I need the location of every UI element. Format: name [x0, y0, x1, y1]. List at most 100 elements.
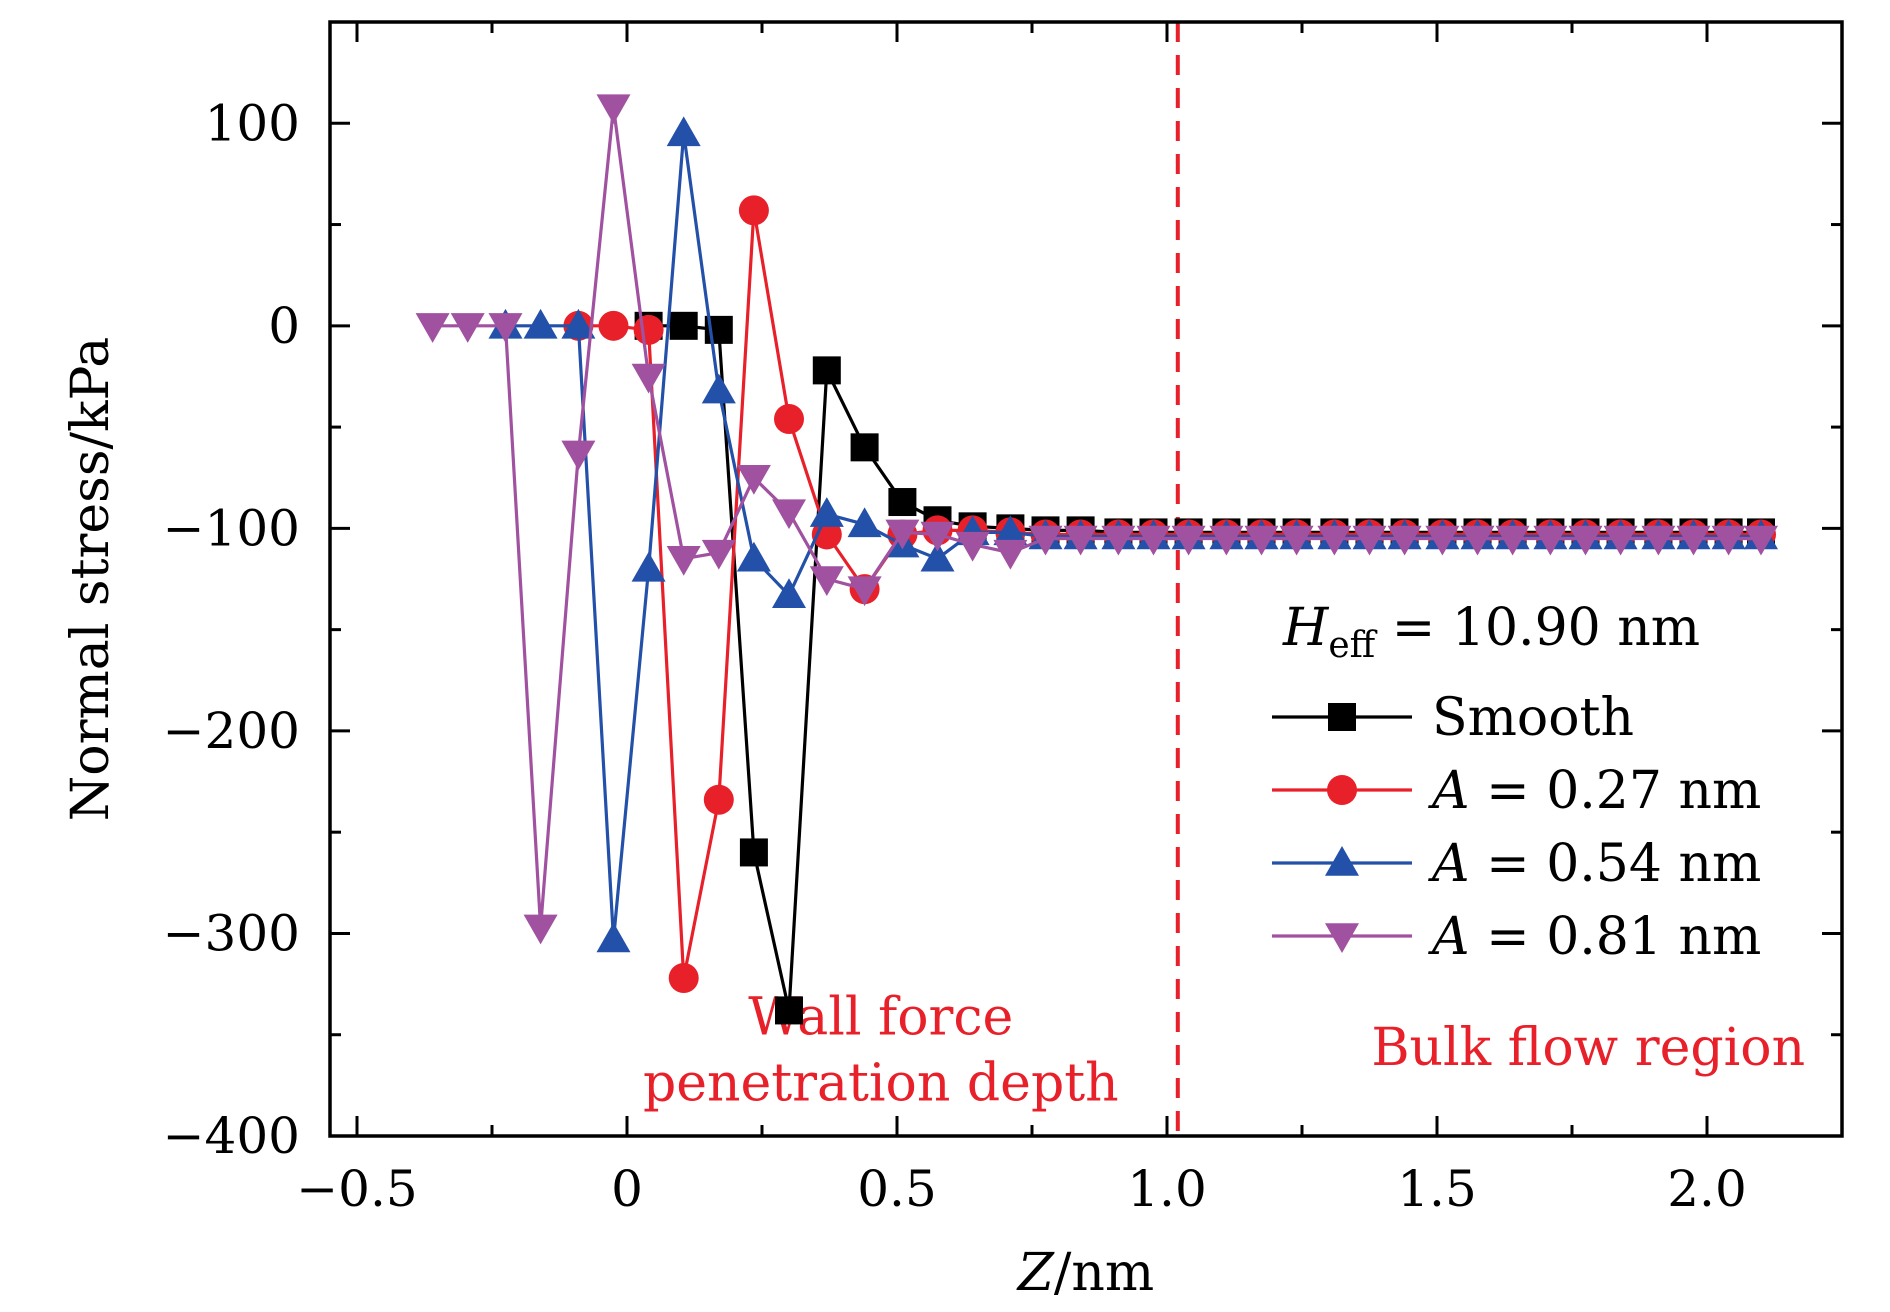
legend-label-text: Smooth: [1432, 688, 1634, 748]
series-0-point-7: [888, 488, 917, 517]
annotation-1-line-0: Bulk flow region: [1371, 1018, 1805, 1078]
series-1-point-1: [598, 310, 629, 341]
annotation-0-line-1: penetration depth: [643, 1054, 1119, 1114]
series-3-point-9: [736, 464, 771, 495]
series-3: [415, 94, 1778, 945]
series-2-point-6: [701, 373, 736, 404]
legend-title: Heff = 10.90 nm: [1282, 598, 1700, 666]
series-3-point-10: [772, 499, 806, 530]
series-3-point-30: [1495, 525, 1530, 556]
legend-label: Smooth: [1432, 688, 1634, 748]
series-3-point-28: [1425, 525, 1460, 556]
series-3-point-33: [1603, 525, 1638, 556]
series-3-point-12: [847, 576, 882, 607]
legend-entry-0: Smooth: [1272, 688, 1634, 748]
series-0-point-1: [669, 311, 698, 340]
series-3-point-18: [1063, 525, 1098, 556]
series-3-point-35: [1676, 525, 1711, 556]
series-3-point-36: [1711, 525, 1746, 556]
legend-label-text: = 0.27 nm: [1470, 761, 1762, 821]
legend-label: A = 0.81 nm: [1428, 907, 1761, 967]
legend-entry-2: A = 0.54 nm: [1272, 834, 1761, 894]
x-tick-label: 1.0: [1127, 1160, 1207, 1218]
series-2-point-9: [809, 497, 844, 527]
series-3-point-17: [1028, 525, 1063, 556]
x-tick-label: 1.5: [1397, 1160, 1477, 1218]
y-tick-label: −400: [163, 1107, 300, 1165]
series-3-point-24: [1279, 525, 1314, 556]
series-3-point-21: [1171, 525, 1206, 556]
legend-marker: [1328, 703, 1356, 731]
y-tick-label: −200: [163, 702, 300, 760]
legend-title-subscript: eff: [1328, 625, 1377, 666]
series-2-point-12: [920, 541, 955, 572]
series-3-point-7: [666, 545, 701, 576]
series-2-point-8: [772, 578, 806, 608]
x-axis-title: Z/nm: [1016, 1243, 1154, 1303]
series-3-point-15: [955, 531, 990, 562]
series-1-line: [578, 208, 1761, 980]
x-tick-label: 2.0: [1667, 1160, 1747, 1218]
legend-label-text: = 0.54 nm: [1470, 834, 1762, 894]
axes-frame: [328, 20, 1844, 1138]
series-3-point-20: [1136, 525, 1171, 556]
x-tick-label: 0.5: [857, 1160, 937, 1218]
legend-title-value: = 10.90 nm: [1375, 598, 1700, 658]
legend-entry-3: A = 0.81 nm: [1272, 907, 1761, 967]
series-3-point-14: [920, 521, 955, 552]
series-3-point-1: [450, 313, 485, 343]
plot-frame: [328, 20, 1844, 1138]
legend-label-text: = 0.81 nm: [1470, 907, 1762, 967]
y-axis-title: Normal stress/kPa: [61, 337, 121, 821]
y-tick-label: −100: [163, 499, 300, 557]
series-1-point-3: [668, 963, 699, 994]
series-3-point-26: [1352, 525, 1387, 556]
x-tick-label: −0.5: [296, 1160, 417, 1218]
series-0-point-5: [812, 356, 841, 385]
series-3-point-29: [1460, 525, 1495, 556]
series-1-point-5: [738, 195, 769, 226]
series-2-point-3: [596, 922, 631, 953]
legend-label: A = 0.54 nm: [1428, 834, 1761, 894]
series-3-point-19: [1101, 525, 1136, 556]
series-3-point-0: [415, 313, 450, 343]
series-2-point-5: [666, 116, 701, 147]
series-2-point-4: [631, 551, 666, 582]
series-2-point-7: [736, 541, 771, 572]
x-axis-title-variable: Z: [1016, 1243, 1055, 1303]
legend-label-variable: A: [1428, 761, 1470, 821]
series-3-point-8: [701, 539, 736, 570]
series-0-point-3: [739, 838, 768, 867]
series-0-point-6: [850, 433, 879, 462]
series-3-point-11: [809, 566, 844, 596]
series-3-point-3: [523, 914, 558, 945]
series-3-point-37: [1744, 525, 1778, 556]
series-1-point-6: [774, 403, 804, 434]
series-3-point-27: [1387, 525, 1422, 556]
y-tick-label: −300: [163, 904, 300, 962]
series-2-point-14: [993, 515, 1028, 546]
series-2-point-2: [561, 308, 596, 339]
x-axis-title-unit: /nm: [1054, 1243, 1154, 1303]
legend-label-variable: A: [1428, 834, 1470, 894]
legend-marker: [1325, 846, 1359, 876]
series-2-point-1: [523, 308, 558, 339]
x-tick-label: 0: [611, 1160, 643, 1218]
legend-marker: [1325, 923, 1359, 953]
y-tick-label: 100: [205, 94, 300, 152]
series-3-point-2: [488, 313, 523, 343]
series-1-point-2: [633, 314, 664, 345]
legend-entry-1: A = 0.27 nm: [1272, 761, 1761, 821]
series-3-point-25: [1317, 525, 1352, 556]
series-3-point-13: [885, 519, 920, 550]
series-0-point-4: [775, 996, 803, 1025]
y-tick-label: 0: [268, 297, 300, 355]
legend-label: A = 0.27 nm: [1428, 761, 1761, 821]
series-3-point-6: [631, 363, 666, 394]
series-2-point-10: [847, 507, 882, 538]
series-3-point-32: [1568, 525, 1603, 556]
series-1-point-4: [703, 784, 734, 815]
series-3-point-22: [1209, 525, 1244, 556]
